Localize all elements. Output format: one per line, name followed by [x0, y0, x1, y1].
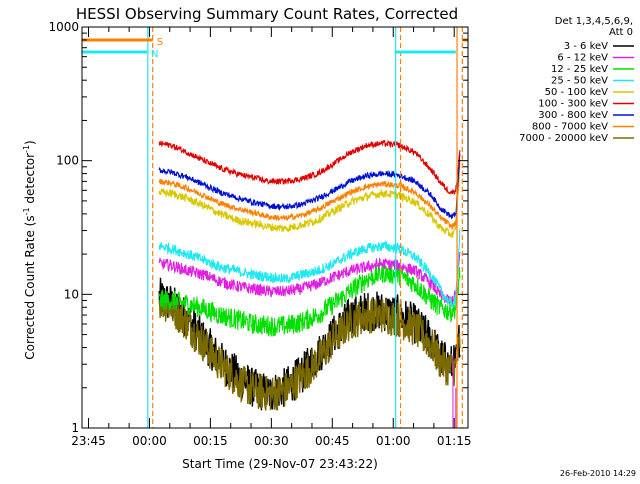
series-line-e7000	[158, 289, 461, 411]
flag-label-N: N	[151, 49, 158, 60]
x-tick-label: 00:00	[132, 434, 167, 448]
plot-frame	[81, 26, 469, 429]
series-line-e25	[158, 228, 461, 308]
legend-entry-label: 12 - 25 keV	[551, 64, 608, 75]
x-axis-label: Start Time (29-Nov-07 23:43:22)	[182, 457, 378, 471]
legend-header: Att 0	[609, 27, 633, 38]
legend-entry-label: 7000 - 20000 keV	[519, 133, 608, 144]
series-line-e800	[158, 159, 461, 230]
x-tick-label: 23:45	[71, 434, 106, 448]
y-tick-label: 10	[64, 287, 79, 301]
y-tick-label: 100	[56, 154, 79, 168]
legend-entry-label: 6 - 12 keV	[557, 53, 608, 64]
flag-label-S: S	[157, 37, 163, 48]
legend-entry-label: 300 - 800 keV	[538, 110, 608, 121]
series-line-e300	[158, 153, 461, 219]
x-tick-label: 00:15	[193, 434, 228, 448]
x-tick-label: 00:30	[254, 434, 289, 448]
axes: SN 1 10 100 1000 23:45 00:00 00:15 00:30 00:45 01:…	[48, 20, 471, 448]
x-tick-label: 01:15	[437, 434, 472, 448]
y-tick-label: 1000	[48, 20, 79, 34]
plot-area	[82, 27, 468, 428]
legend-entry-label: 100 - 300 keV	[538, 99, 608, 110]
series-line-e50	[158, 166, 461, 239]
series-line-e12	[158, 263, 461, 337]
legend-entry-label: 50 - 100 keV	[545, 87, 609, 98]
series-line-e6	[158, 251, 461, 306]
legend-entry-label: 3 - 6 keV	[564, 41, 608, 52]
footer-timestamp: 26-Feb-2010 14:29	[560, 469, 636, 478]
x-tick-label: 01:00	[376, 434, 411, 448]
chart-title: HESSI Observing Summary Count Rates, Cor…	[76, 5, 458, 23]
legend-header: Det 1,3,4,5,6,9,	[555, 16, 633, 27]
y-tick-label: 1	[71, 421, 79, 435]
x-tick-label: 00:45	[315, 434, 350, 448]
legend-entry-label: 800 - 7000 keV	[532, 122, 608, 133]
y-axis-label: Corrected Count Rate (s-1 detector-1)	[22, 140, 37, 359]
legend-entry-label: 25 - 50 keV	[551, 76, 608, 87]
series-line-e100	[158, 139, 461, 196]
